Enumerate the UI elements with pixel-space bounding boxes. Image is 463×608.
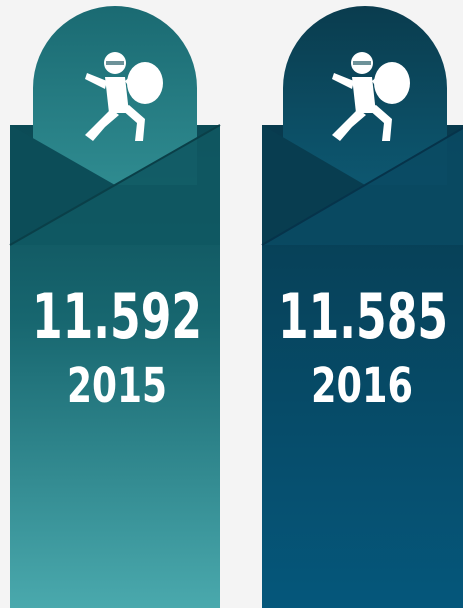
fold [262,125,365,245]
card-year: 2015 [67,358,167,414]
card-value: 11.592 [32,280,202,353]
fold-line [261,127,463,246]
fold [10,125,115,245]
card-year: 2016 [311,358,413,414]
card: 11.585 2016 [261,6,463,608]
fold-line [9,124,221,246]
card-value: 11.585 [278,280,448,353]
card: 11.592 2015 [9,6,221,608]
